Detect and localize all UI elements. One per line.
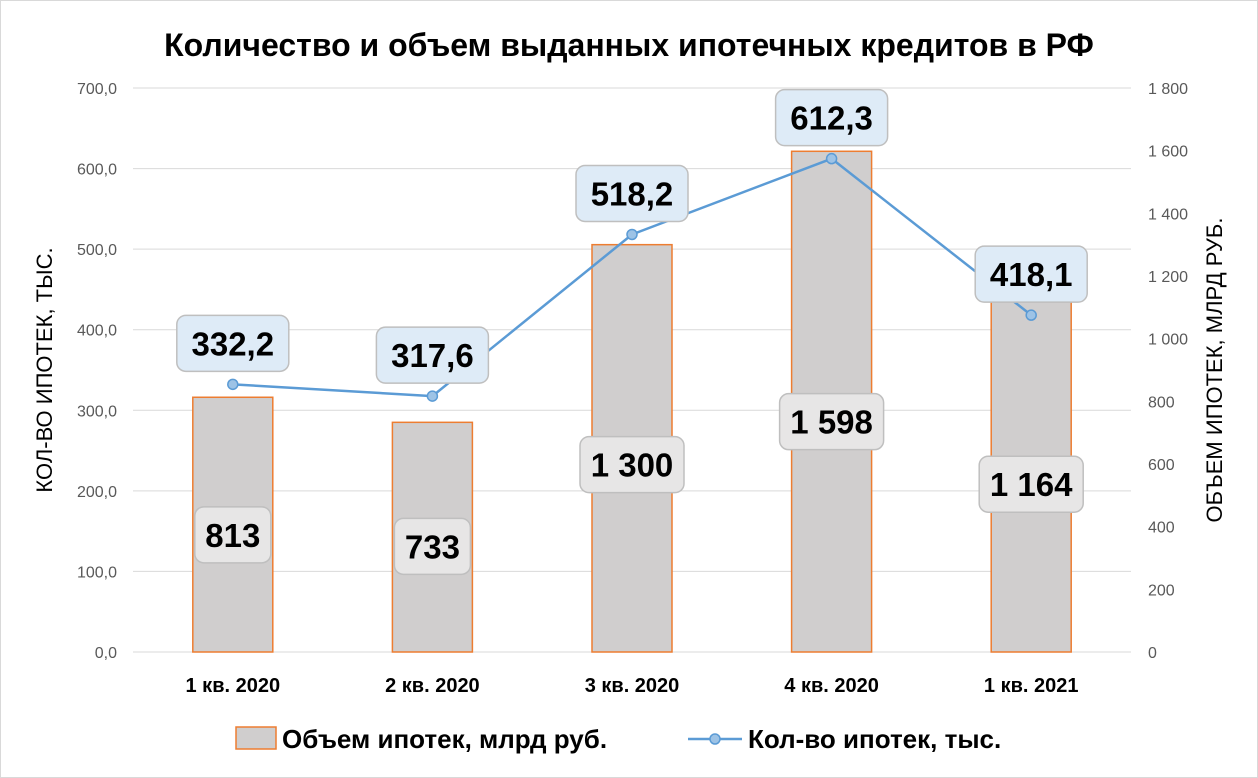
- line-data-label: 317,6: [375, 326, 490, 384]
- line-data-label: 518,2: [575, 164, 689, 223]
- legend-line-marker: [709, 733, 721, 745]
- legend-bar-label: Объем ипотек, млрд руб.: [282, 724, 607, 754]
- line-series: [227, 152, 1037, 402]
- line-point: [626, 228, 638, 241]
- data-label-text: 1 598: [790, 404, 873, 441]
- category-label: 2 кв. 2020: [385, 675, 480, 697]
- right-tick-label: 600: [1148, 457, 1175, 474]
- right-tick-label: 1 600: [1148, 144, 1188, 161]
- data-label-box: [774, 88, 889, 147]
- legend-line-label: Кол-во ипотек, тыс.: [748, 724, 1001, 754]
- data-label-box: [575, 164, 689, 223]
- left-axis-ticks: 0,0 100,0 200,0 300,0 400,0 500,0 600,0 700,0: [77, 81, 117, 662]
- right-tick-label: 200: [1148, 582, 1175, 599]
- data-label-box: [176, 314, 290, 373]
- left-tick-label: 200,0: [77, 484, 117, 501]
- legend: Объем ипотек, млрд руб. Кол-во ипотек, т…: [235, 724, 1001, 754]
- category-label: 1 кв. 2020: [186, 675, 281, 697]
- right-axis-ticks: 0 200 400 600 800 1 000 1 200 1 400 1 600 1 800: [1148, 81, 1188, 662]
- category-label: 4 кв. 2020: [784, 675, 879, 697]
- line-point: [825, 152, 838, 165]
- right-tick-label: 0: [1148, 645, 1157, 662]
- data-label-box: [393, 517, 472, 576]
- right-tick-label: 1 400: [1148, 206, 1188, 223]
- line-point: [426, 390, 439, 402]
- data-label-text: 733: [405, 528, 460, 565]
- bar-data-label: 1 598: [778, 392, 885, 451]
- left-tick-label: 400,0: [77, 323, 117, 340]
- category-label: 3 кв. 2020: [585, 675, 680, 697]
- left-tick-label: 500,0: [77, 242, 117, 259]
- left-tick-label: 0,0: [95, 645, 117, 662]
- category-labels: 1 кв. 2020 2 кв. 2020 3 кв. 2020 4 кв. 2020…: [186, 675, 1079, 697]
- data-label-box: [974, 245, 1088, 303]
- line-data-label: 612,3: [774, 88, 889, 147]
- line-point: [1025, 309, 1037, 321]
- line-point: [227, 378, 239, 391]
- category-label: 1 кв. 2021: [984, 675, 1079, 697]
- right-tick-label: 1 000: [1148, 332, 1188, 349]
- data-label-text: 1 300: [591, 447, 674, 484]
- left-axis-title: КОЛ-ВО ИПОТЕК, ТЫС.: [32, 247, 57, 492]
- right-tick-label: 400: [1148, 520, 1175, 537]
- left-tick-label: 600,0: [77, 162, 117, 179]
- data-label-text: 1 164: [990, 466, 1073, 503]
- data-label-box: [978, 455, 1084, 513]
- legend-bar-swatch: [235, 726, 277, 750]
- bar-data-label: 813: [194, 506, 272, 564]
- data-label-text: 418,1: [990, 256, 1073, 293]
- right-tick-label: 800: [1148, 394, 1175, 411]
- data-label-text: 813: [205, 517, 260, 554]
- data-label-text: 332,2: [192, 325, 275, 362]
- bar-data-label: 1 164: [978, 455, 1084, 513]
- line-data-labels: 332,2 317,6 518,2 612,3 418,1: [176, 88, 1088, 384]
- data-label-box: [579, 435, 685, 494]
- left-tick-label: 300,0: [77, 403, 117, 420]
- data-label-box: [194, 506, 272, 564]
- line-data-label: 332,2: [176, 314, 290, 373]
- left-tick-label: 700,0: [77, 81, 117, 98]
- data-label-text: 612,3: [790, 100, 873, 137]
- right-tick-label: 1 800: [1148, 81, 1188, 98]
- bar-data-label: 1 300: [579, 435, 685, 494]
- data-label-box: [778, 392, 885, 451]
- line-data-label: 418,1: [974, 245, 1088, 303]
- left-tick-label: 100,0: [77, 564, 117, 581]
- bar-data-label: 733: [393, 517, 472, 576]
- bar-data-labels: 813 733 1 300 1 598 1 164: [194, 392, 1084, 576]
- chart-title: Количество и объем выданных ипотечных кр…: [164, 27, 1094, 63]
- right-axis-title: ОБЪЕМ ИПОТЕК, МЛРД РУБ.: [1202, 218, 1227, 523]
- right-tick-label: 1 200: [1148, 269, 1188, 286]
- data-label-text: 518,2: [591, 175, 674, 212]
- data-label-text: 317,6: [391, 337, 474, 374]
- data-label-box: [375, 326, 490, 384]
